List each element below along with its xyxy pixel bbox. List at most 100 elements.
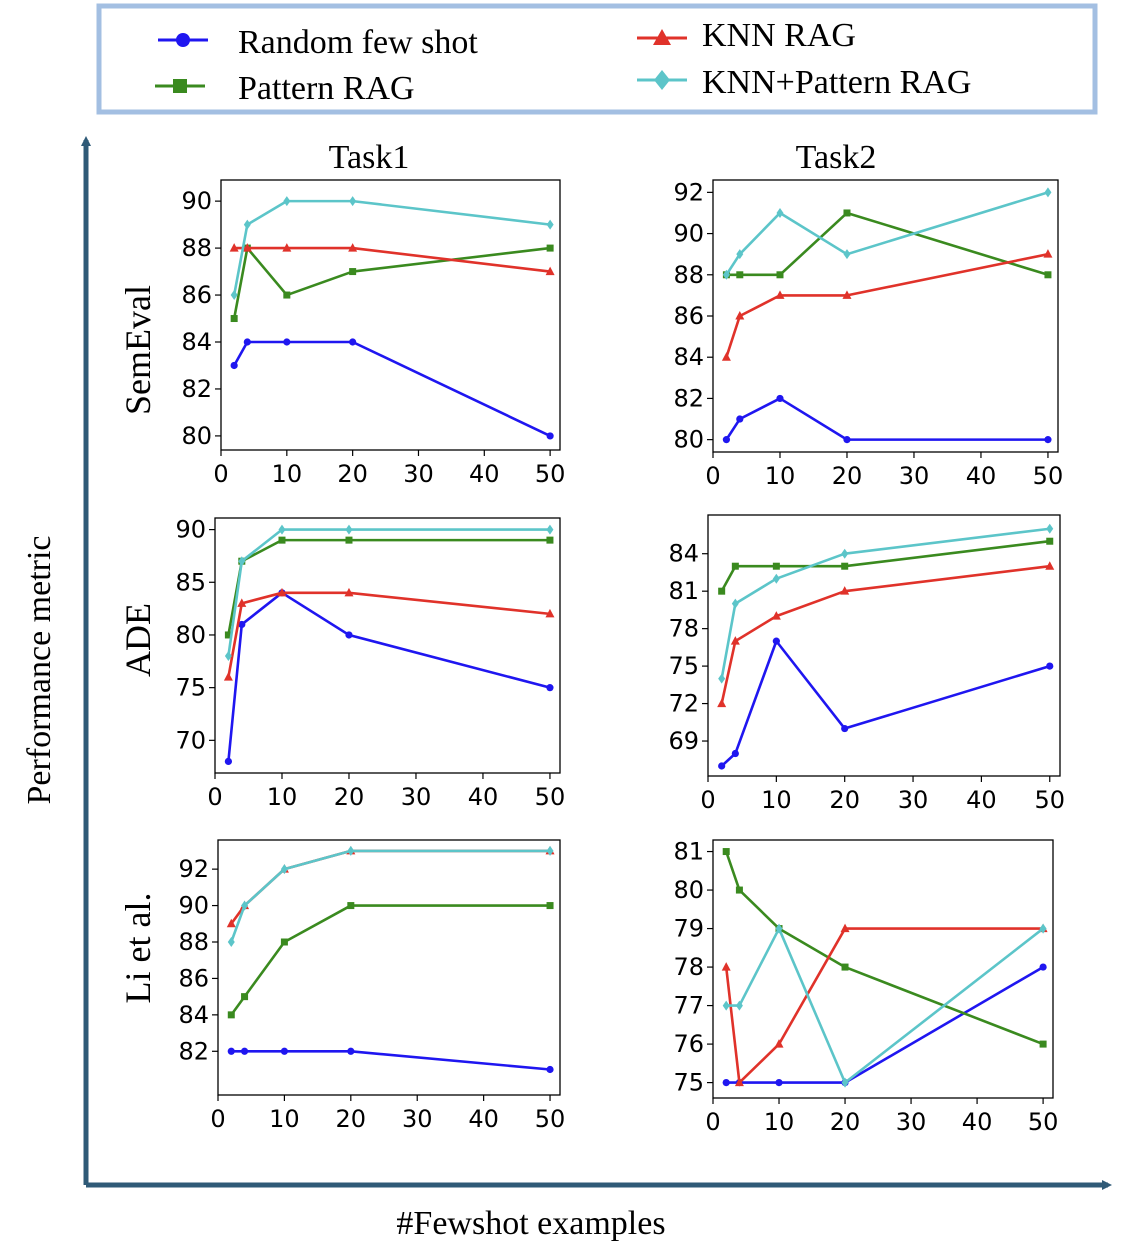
point-knn-rag [721, 962, 731, 971]
point-random-few-shot [772, 637, 780, 645]
point-knn-pattern-rag [238, 556, 246, 567]
panel-r2-c0: 0 10 20 30 40 50 82 84 86 88 90 92 [178, 839, 565, 1133]
point-random-few-shot [775, 1078, 783, 1087]
y-tick-label: 90 [673, 220, 704, 248]
y-tick-label: 82 [673, 384, 704, 412]
x-tick-label: 50 [1028, 1108, 1059, 1136]
point-knn-rag [721, 352, 731, 361]
point-knn-pattern-rag [230, 290, 238, 301]
point-knn-rag [348, 243, 358, 252]
x-tick-label: 40 [966, 462, 997, 490]
y-tick-label: 80 [181, 422, 212, 450]
x-tick-label: 0 [700, 786, 715, 814]
point-random-few-shot [776, 394, 784, 403]
legend-entry-knn-pattern: KNN+Pattern RAG [637, 64, 971, 101]
point-pattern-rag [546, 902, 554, 910]
x-tick-label: 30 [898, 786, 929, 814]
point-knn-pattern-rag [224, 651, 232, 662]
legend-entry-pattern: Pattern RAG [155, 70, 415, 107]
y-tick-label: 88 [673, 261, 704, 289]
legend-marker-knn [653, 29, 671, 45]
point-knn-rag [242, 243, 252, 252]
point-knn-pattern-rag [283, 196, 291, 207]
legend-label-knn-pattern: KNN+Pattern RAG [702, 64, 971, 101]
point-pattern-rag [841, 963, 849, 971]
point-pattern-rag [283, 291, 291, 299]
point-knn-pattern-rag [345, 524, 353, 535]
x-tick-label: 10 [269, 1105, 300, 1133]
point-knn-rag [840, 923, 850, 933]
point-pattern-rag [731, 562, 739, 570]
point-knn-rag [735, 311, 745, 320]
x-tick-label: 20 [830, 1108, 861, 1136]
y-tick-label: 78 [673, 953, 704, 981]
y-tick-label: 75 [668, 652, 699, 680]
x-tick-label: 40 [962, 1108, 993, 1136]
x-tick-label: 10 [272, 460, 303, 488]
point-knn-pattern-rag [280, 864, 288, 875]
row-title-li-et-al: Li et al. [118, 893, 158, 1004]
x-tick-label: 50 [535, 460, 566, 488]
x-axis-title: #Fewshot examples [396, 1205, 665, 1242]
point-knn-pattern-rag [241, 900, 249, 911]
point-knn-pattern-rag [722, 269, 730, 280]
point-random-few-shot [345, 631, 353, 639]
x-tick-label: 20 [337, 460, 368, 488]
point-random-few-shot [240, 1047, 249, 1055]
point-pattern-rag [772, 562, 780, 570]
point-knn-rag [229, 243, 239, 252]
point-knn-rag [223, 672, 233, 681]
x-tick-label: 0 [705, 462, 720, 490]
point-knn-rag [1043, 249, 1053, 258]
point-random-few-shot [227, 1047, 235, 1055]
y-tick-label: 78 [668, 615, 699, 643]
point-knn-pattern-rag [772, 573, 780, 584]
point-knn-pattern-rag [546, 219, 554, 230]
y-tick-label: 90 [181, 187, 212, 215]
point-knn-rag [344, 587, 354, 597]
point-random-few-shot [1044, 436, 1052, 444]
legend-marker-random [176, 33, 190, 47]
plot-frame [707, 514, 1061, 777]
panel-r0-c0: 0 10 20 30 40 50 80 82 84 86 88 90 [181, 179, 566, 488]
point-knn-rag [545, 608, 555, 618]
panel-r1-c0: 0 10 20 30 40 50 70 75 80 85 90 [175, 516, 565, 811]
y-tick-label: 88 [178, 928, 209, 956]
point-knn-pattern-rag [718, 673, 726, 684]
legend-marker-pattern [173, 79, 187, 93]
y-tick-label: 69 [668, 727, 699, 755]
x-tick-label: 0 [207, 783, 222, 811]
point-pattern-rag [736, 271, 744, 279]
x-tick-label: 0 [705, 1108, 720, 1136]
point-knn-pattern-rag [278, 524, 286, 535]
panel-r0-c1: 0 10 20 30 40 50 80 82 84 86 88 90 92 [673, 178, 1063, 490]
point-random-few-shot [283, 338, 291, 346]
point-knn-pattern-rag [841, 1077, 849, 1088]
y-tick-label: 81 [673, 838, 704, 866]
point-random-few-shot [841, 724, 849, 733]
point-knn-pattern-rag [349, 196, 357, 207]
point-pattern-rag [843, 209, 851, 217]
point-pattern-rag [349, 268, 357, 276]
y-tick-label: 72 [668, 690, 699, 718]
point-knn-pattern-rag [1046, 523, 1054, 534]
y-tick-label: 84 [668, 540, 699, 568]
point-knn-pattern-rag [1039, 923, 1047, 934]
point-knn-pattern-rag [243, 219, 251, 230]
point-random-few-shot [224, 757, 232, 766]
point-knn-pattern-rag [841, 548, 849, 559]
x-tick-label: 30 [403, 460, 434, 488]
point-knn-rag [226, 918, 236, 928]
point-random-few-shot [1039, 963, 1047, 971]
x-tick-label: 30 [896, 1108, 927, 1136]
y-tick-label: 79 [673, 915, 704, 943]
point-random-few-shot [230, 361, 238, 370]
row-title-ade: ADE [118, 603, 158, 677]
point-knn-pattern-rag [843, 249, 851, 260]
legend: Random few shot Pattern RAG KNN RAG KNN+… [96, 3, 1098, 115]
y-tick-label: 86 [673, 302, 704, 330]
point-knn-pattern-rag [347, 845, 355, 856]
point-random-few-shot [843, 436, 851, 444]
